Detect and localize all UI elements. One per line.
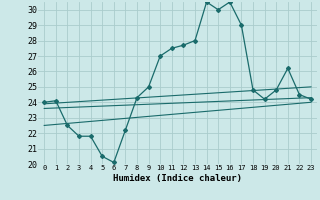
X-axis label: Humidex (Indice chaleur): Humidex (Indice chaleur) (113, 174, 242, 183)
